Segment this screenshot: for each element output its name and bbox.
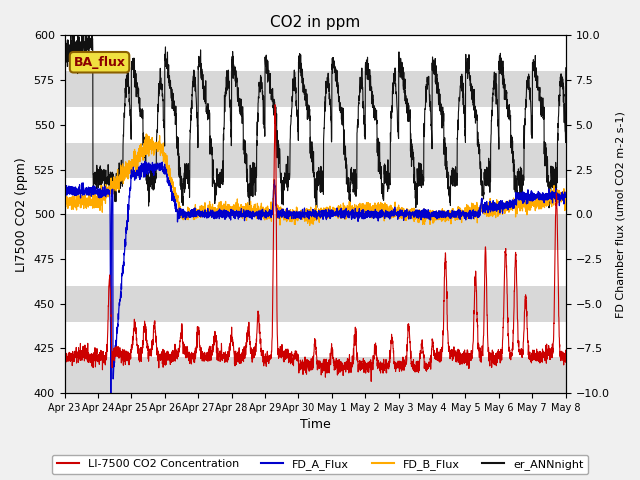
Bar xyxy=(65,179,566,214)
Bar xyxy=(65,36,566,71)
Bar xyxy=(65,214,566,250)
Bar xyxy=(65,71,566,107)
Bar xyxy=(65,322,566,357)
Title: CO2 in ppm: CO2 in ppm xyxy=(270,15,360,30)
Legend: LI-7500 CO2 Concentration, FD_A_Flux, FD_B_Flux, er_ANNnight: LI-7500 CO2 Concentration, FD_A_Flux, FD… xyxy=(52,455,588,474)
Bar xyxy=(65,250,566,286)
X-axis label: Time: Time xyxy=(300,419,330,432)
Bar xyxy=(65,357,566,393)
Y-axis label: FD Chamber flux (umol CO2 m-2 s-1): FD Chamber flux (umol CO2 m-2 s-1) xyxy=(615,111,625,318)
Bar xyxy=(65,143,566,179)
Y-axis label: LI7500 CO2 (ppm): LI7500 CO2 (ppm) xyxy=(15,157,28,272)
Bar xyxy=(65,286,566,322)
Bar xyxy=(65,107,566,143)
Text: BA_flux: BA_flux xyxy=(74,56,125,69)
